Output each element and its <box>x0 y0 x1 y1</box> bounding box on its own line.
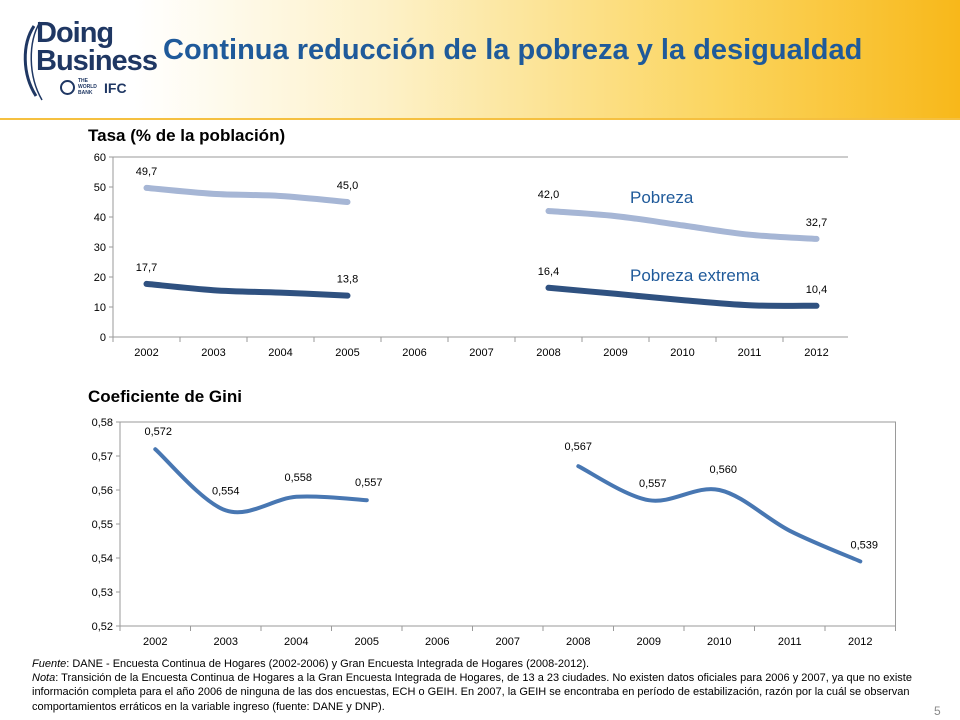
x-tick-label: 2011 <box>738 347 762 359</box>
x-tick-label: 2006 <box>402 347 426 359</box>
data-label: 0,554 <box>212 485 240 497</box>
series-line <box>143 184 351 205</box>
y-tick-label: 0,52 <box>92 621 113 633</box>
x-tick-label: 2010 <box>670 347 694 359</box>
data-label: 0,557 <box>639 478 667 490</box>
data-label: 45,0 <box>337 180 358 192</box>
series-line <box>153 447 369 515</box>
series-line <box>576 464 863 564</box>
x-tick-label: 2005 <box>355 636 379 648</box>
x-tick-label: 2009 <box>603 347 627 359</box>
y-tick-label: 0,57 <box>92 451 113 463</box>
x-tick-label: 2002 <box>143 636 167 648</box>
y-tick-label: 0,56 <box>92 485 113 497</box>
series-line <box>143 280 351 299</box>
world-bank-globe-icon <box>60 80 75 95</box>
y-tick-label: 0,58 <box>92 417 113 429</box>
y-tick-label: 60 <box>94 152 106 164</box>
chart-gini-title: Coeficiente de Gini <box>88 387 242 406</box>
poverty-chart: 0 10 20 30 40 50 60 2002 2003 2004 2005 2006 2007 200… <box>94 152 848 359</box>
data-label: 16,4 <box>538 266 559 278</box>
series-line <box>545 284 820 309</box>
logo-swirl-icon <box>23 21 43 101</box>
logo-ifc: IFC <box>104 80 127 96</box>
logo-world-bank: THE WORLD BANK <box>78 78 97 96</box>
series-label-pobreza-extrema: Pobreza extrema <box>630 266 760 285</box>
data-label: 13,8 <box>337 274 358 286</box>
x-tick-label: 2009 <box>637 636 661 648</box>
x-tick-label: 2008 <box>536 347 560 359</box>
series-label-pobreza: Pobreza <box>630 188 694 207</box>
y-tick-label: 0 <box>100 332 106 344</box>
footnote-source-text: : DANE - Encuesta Continua de Hogares (2… <box>66 658 590 670</box>
header-banner <box>0 0 960 118</box>
data-label: 17,7 <box>136 262 157 274</box>
x-tick-label: 2005 <box>335 347 359 359</box>
data-label: 0,567 <box>564 441 592 453</box>
series-line <box>545 208 820 242</box>
y-tick-label: 40 <box>94 212 106 224</box>
x-tick-label: 2012 <box>848 636 872 648</box>
x-tick-label: 2007 <box>469 347 493 359</box>
chart-poverty-title: Tasa (% de la población) <box>88 126 286 145</box>
x-tick-label: 2003 <box>214 636 238 648</box>
y-tick-label: 0,53 <box>92 587 113 599</box>
data-label: 0,572 <box>144 426 172 438</box>
data-label: 0,539 <box>850 539 878 551</box>
x-tick-label: 2002 <box>134 347 158 359</box>
footnote: Fuente: DANE - Encuesta Continua de Hoga… <box>32 657 950 714</box>
y-tick-label: 20 <box>94 272 106 284</box>
footnote-source-label: Fuente <box>32 658 67 670</box>
x-tick-label: 2010 <box>707 636 731 648</box>
page-number: 5 <box>934 704 941 718</box>
x-tick-label: 2004 <box>268 347 292 359</box>
gini-chart: 0,52 0,53 0,54 0,55 0,56 0,57 0,58 2002 2003 2004… <box>92 417 896 648</box>
footnote-note-label: Nota <box>32 672 56 685</box>
logo-doing: Doing <box>36 17 114 49</box>
data-label: 0,560 <box>709 464 737 476</box>
x-tick-label: 2006 <box>425 636 449 648</box>
header-divider <box>0 118 960 120</box>
y-tick-label: 30 <box>94 242 106 254</box>
footnote-note-text: : Transición de la Encuesta Continua de … <box>32 672 912 713</box>
doing-business-logo: Doing Business THE WORLD BANK IFC <box>20 14 158 102</box>
x-tick-label: 2011 <box>778 636 802 648</box>
x-tick-label: 2004 <box>284 636 308 648</box>
data-label: 10,4 <box>806 284 827 296</box>
y-tick-label: 0,55 <box>92 519 113 531</box>
logo-business: Business <box>36 45 158 77</box>
y-tick-label: 10 <box>94 302 106 314</box>
data-label: 0,558 <box>284 472 312 484</box>
data-label: 0,557 <box>355 477 383 489</box>
data-label: 42,0 <box>538 189 559 201</box>
data-label: 32,7 <box>806 217 827 229</box>
x-tick-label: 2007 <box>496 636 520 648</box>
x-tick-label: 2012 <box>804 347 828 359</box>
x-tick-label: 2003 <box>201 347 225 359</box>
slide-title: Continua reducción de la pobreza y la de… <box>163 34 863 66</box>
plot-area <box>112 156 848 338</box>
data-label: 49,7 <box>136 166 157 178</box>
x-tick-label: 2008 <box>566 636 590 648</box>
y-tick-label: 50 <box>94 182 106 194</box>
y-tick-label: 0,54 <box>92 553 113 565</box>
